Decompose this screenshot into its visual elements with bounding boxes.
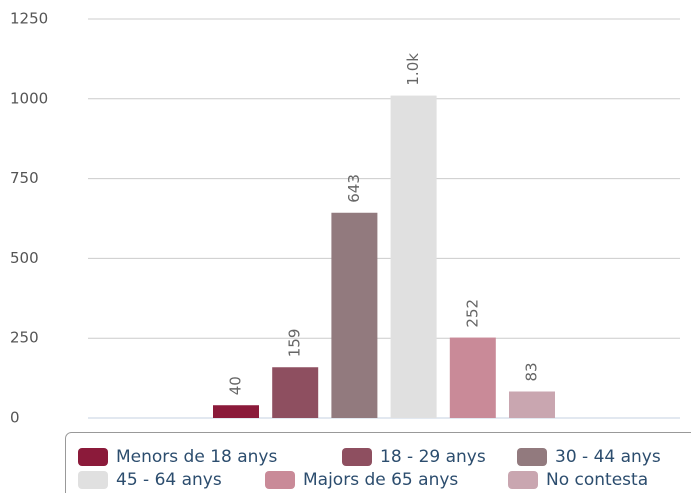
bar bbox=[331, 212, 378, 418]
legend-label: Menors de 18 anys bbox=[116, 447, 277, 467]
y-tick-label: 250 bbox=[10, 329, 39, 347]
data-label: 40 bbox=[227, 376, 245, 395]
y-tick-label: 500 bbox=[10, 249, 39, 267]
legend-label: 45 - 64 anys bbox=[116, 470, 222, 490]
y-tick-label: 750 bbox=[10, 169, 39, 187]
legend-swatch bbox=[342, 448, 372, 466]
bar bbox=[390, 95, 437, 418]
legend-swatch bbox=[517, 448, 547, 466]
data-label: 1.0k bbox=[404, 53, 422, 86]
data-label: 159 bbox=[286, 329, 304, 358]
legend-swatch bbox=[78, 448, 108, 466]
legend-label: 30 - 44 anys bbox=[555, 447, 661, 467]
y-tick-label: 0 bbox=[10, 409, 20, 427]
data-label: 252 bbox=[463, 299, 481, 328]
legend-label: Majors de 65 anys bbox=[303, 470, 458, 490]
data-label: 83 bbox=[523, 362, 541, 381]
legend-swatch bbox=[265, 471, 295, 489]
y-tick-label: 1000 bbox=[10, 89, 48, 107]
bar bbox=[272, 367, 319, 418]
legend-swatch bbox=[78, 471, 108, 489]
legend-swatch bbox=[508, 471, 538, 489]
bar bbox=[509, 391, 555, 418]
bar bbox=[213, 405, 259, 418]
bar bbox=[449, 337, 496, 418]
data-label: 643 bbox=[345, 174, 363, 203]
y-tick-label: 1250 bbox=[10, 10, 48, 28]
legend-label: No contesta bbox=[546, 470, 648, 490]
legend-label: 18 - 29 anys bbox=[380, 447, 486, 467]
